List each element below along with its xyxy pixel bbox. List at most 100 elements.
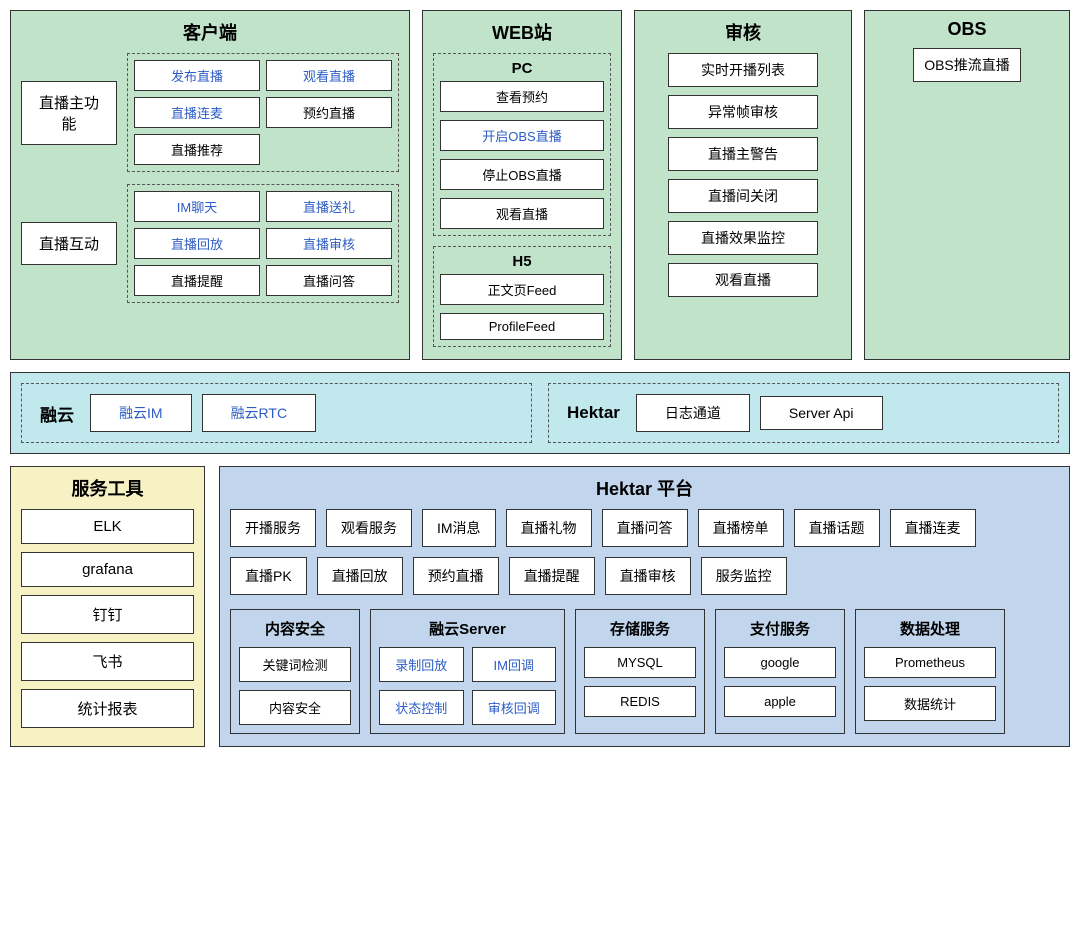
sub-title: 融云Server (379, 618, 556, 639)
sub-item: 录制回放 (379, 647, 464, 682)
audit-item: 观看直播 (668, 263, 818, 297)
sub-panel-content-safety: 内容安全 关键词检测 内容安全 (230, 609, 360, 734)
panel-obs: OBS OBS推流直播 (864, 10, 1070, 360)
audit-item: 异常帧审核 (668, 95, 818, 129)
panel-title-web: WEB站 (433, 19, 611, 45)
panel-audit: 审核 实时开播列表 异常帧审核 直播主警告 直播间关闭 直播效果监控 观看直播 (634, 10, 852, 360)
tool-item: ELK (21, 509, 194, 544)
web-item: 观看直播 (440, 198, 604, 229)
client-label-1: 直播互动 (21, 222, 117, 265)
panel-title-obs: OBS (875, 19, 1059, 40)
sub-item: REDIS (584, 686, 696, 717)
client-item: 直播提醒 (134, 265, 260, 296)
platform-item: 直播榜单 (698, 509, 784, 547)
sub-panel-payment: 支付服务 google apple (715, 609, 845, 734)
platform-item: 服务监控 (701, 557, 787, 595)
audit-item: 实时开播列表 (668, 53, 818, 87)
bottom-row: 服务工具 ELK grafana 钉钉 飞书 统计报表 Hektar 平台 开播… (10, 466, 1070, 747)
platform-item: IM消息 (422, 509, 496, 547)
sub-item: google (724, 647, 836, 678)
client-section-0: 直播主功能 发布直播 观看直播 直播连麦 预约直播 直播推荐 (21, 53, 399, 172)
sub-panels: 内容安全 关键词检测 内容安全 融云Server 录制回放 IM回调 状态控制 … (230, 609, 1059, 734)
panel-title-audit: 审核 (645, 19, 841, 45)
client-item: 观看直播 (266, 60, 392, 91)
client-item: 发布直播 (134, 60, 260, 91)
platform-item: 直播回放 (317, 557, 403, 595)
platform-item: 直播话题 (794, 509, 880, 547)
client-item: 直播推荐 (134, 134, 260, 165)
web-item: 查看预约 (440, 81, 604, 112)
mid-left: 融云 融云IM 融云RTC (21, 383, 532, 443)
web-item: 正文页Feed (440, 274, 604, 305)
sub-item: Prometheus (864, 647, 996, 678)
mid-item: Server Api (760, 396, 883, 430)
sub-item: 状态控制 (379, 690, 464, 725)
panel-middle: 融云 融云IM 融云RTC Hektar 日志通道 Server Api (10, 372, 1070, 454)
sub-title: 支付服务 (724, 618, 836, 639)
sub-panel-storage: 存储服务 MYSQL REDIS (575, 609, 705, 734)
mid-item: 日志通道 (636, 394, 750, 432)
platform-item: 直播连麦 (890, 509, 976, 547)
panel-title-tools: 服务工具 (21, 475, 194, 501)
web-item: 停止OBS直播 (440, 159, 604, 190)
panel-web: WEB站 PC 查看预约 开启OBS直播 停止OBS直播 观看直播 H5 正文页… (422, 10, 622, 360)
sub-item: apple (724, 686, 836, 717)
panel-tools: 服务工具 ELK grafana 钉钉 飞书 统计报表 (10, 466, 205, 747)
mid-item: 融云RTC (202, 394, 317, 432)
client-group-1: IM聊天 直播送礼 直播回放 直播审核 直播提醒 直播问答 (127, 184, 399, 303)
mid-right: Hektar 日志通道 Server Api (548, 383, 1059, 443)
platform-item: 直播PK (230, 557, 307, 595)
sub-title: 内容安全 (239, 618, 351, 639)
web-group-pc: PC 查看预约 开启OBS直播 停止OBS直播 观看直播 (433, 53, 611, 236)
audit-item: 直播效果监控 (668, 221, 818, 255)
client-item: 直播连麦 (134, 97, 260, 128)
obs-item: OBS推流直播 (913, 48, 1021, 82)
tool-item: grafana (21, 552, 194, 587)
client-item: 直播问答 (266, 265, 392, 296)
mid-item: 融云IM (90, 394, 192, 432)
top-row: 客户端 直播主功能 发布直播 观看直播 直播连麦 预约直播 直播推荐 直播互动 … (10, 10, 1070, 360)
sub-title: 存储服务 (584, 618, 696, 639)
client-label-0: 直播主功能 (21, 81, 117, 145)
client-item: 直播送礼 (266, 191, 392, 222)
platform-item: 直播问答 (602, 509, 688, 547)
sub-item: 内容安全 (239, 690, 351, 725)
tool-item: 统计报表 (21, 689, 194, 728)
panel-title-platform: Hektar 平台 (230, 475, 1059, 501)
client-item: 预约直播 (266, 97, 392, 128)
platform-item: 直播审核 (605, 557, 691, 595)
sub-item: IM回调 (472, 647, 557, 682)
mid-label-right: Hektar (561, 403, 626, 423)
client-item: IM聊天 (134, 191, 260, 222)
client-group-0: 发布直播 观看直播 直播连麦 预约直播 直播推荐 (127, 53, 399, 172)
mid-label-left: 融云 (34, 401, 80, 426)
tool-item: 钉钉 (21, 595, 194, 634)
tool-item: 飞书 (21, 642, 194, 681)
platform-item: 观看服务 (326, 509, 412, 547)
platform-item: 预约直播 (413, 557, 499, 595)
web-item: 开启OBS直播 (440, 120, 604, 151)
web-group-label-h5: H5 (440, 253, 604, 270)
web-item: ProfileFeed (440, 313, 604, 340)
sub-item: 数据统计 (864, 686, 996, 721)
sub-item: 审核回调 (472, 690, 557, 725)
panel-platform: Hektar 平台 开播服务 观看服务 IM消息 直播礼物 直播问答 直播榜单 … (219, 466, 1070, 747)
platform-items: 开播服务 观看服务 IM消息 直播礼物 直播问答 直播榜单 直播话题 直播连麦 … (230, 509, 1059, 595)
platform-item: 开播服务 (230, 509, 316, 547)
panel-title-client: 客户端 (21, 19, 399, 45)
audit-item: 直播主警告 (668, 137, 818, 171)
audit-item: 直播间关闭 (668, 179, 818, 213)
sub-panel-rongyun-server: 融云Server 录制回放 IM回调 状态控制 审核回调 (370, 609, 565, 734)
panel-client: 客户端 直播主功能 发布直播 观看直播 直播连麦 预约直播 直播推荐 直播互动 … (10, 10, 410, 360)
web-group-label-pc: PC (440, 60, 604, 77)
client-section-1: 直播互动 IM聊天 直播送礼 直播回放 直播审核 直播提醒 直播问答 (21, 184, 399, 303)
platform-item: 直播提醒 (509, 557, 595, 595)
web-group-h5: H5 正文页Feed ProfileFeed (433, 246, 611, 347)
sub-item: 关键词检测 (239, 647, 351, 682)
sub-title: 数据处理 (864, 618, 996, 639)
client-item: 直播回放 (134, 228, 260, 259)
platform-item: 直播礼物 (506, 509, 592, 547)
client-item: 直播审核 (266, 228, 392, 259)
sub-item: MYSQL (584, 647, 696, 678)
sub-panel-data: 数据处理 Prometheus 数据统计 (855, 609, 1005, 734)
